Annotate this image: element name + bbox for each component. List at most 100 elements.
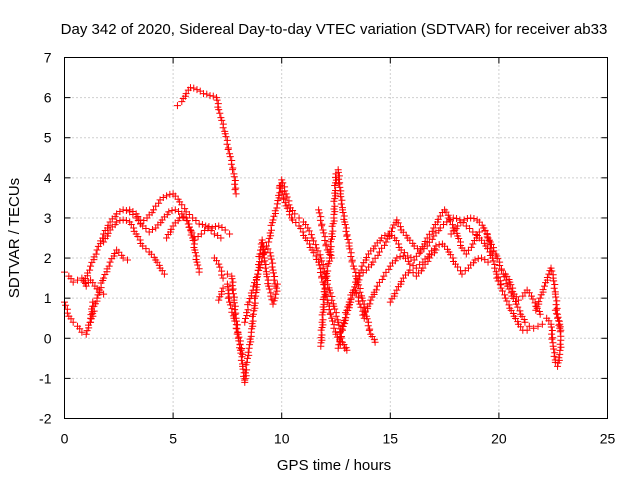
data-point [478,254,486,262]
data-point [356,288,364,296]
data-point [395,240,403,248]
data-point [353,289,361,297]
data-point [215,260,223,268]
data-point [320,300,328,308]
data-point [87,262,95,270]
data-point [530,324,538,332]
data-point [136,236,144,244]
x-tick-label: 15 [383,431,399,447]
data-point [100,238,108,246]
data-point [130,224,138,232]
y-tick-label: 3 [44,210,52,226]
data-point [312,244,320,252]
data-point [82,330,90,338]
data-point [273,200,281,208]
data-point [272,290,280,298]
data-point [378,244,386,252]
data-point [347,253,355,260]
data-point [100,274,108,282]
data-point [226,230,234,238]
data-point [425,230,433,238]
data-point [470,214,478,222]
data-point [396,223,404,231]
data-point [215,222,223,230]
data-point [553,297,561,305]
data-point [539,286,547,294]
data-point [367,296,375,304]
data-point [237,346,245,354]
data-point [264,245,272,253]
data-point [273,204,281,212]
data-point [378,275,386,283]
data-point [428,235,436,243]
data-point [316,269,324,277]
data-point [348,258,356,266]
data-point [365,326,373,334]
plot-frame [64,57,608,419]
data-point [363,315,371,323]
data-point [338,196,346,204]
data-point [195,220,203,228]
data-point [189,237,197,245]
data-point [249,282,257,290]
data-point [321,285,329,293]
data-point [200,90,208,98]
data-point [551,281,559,289]
data-point [380,272,388,280]
data-point [384,230,392,238]
data-point [254,270,262,278]
data-point [556,340,564,348]
data-point [213,96,221,104]
data-point [381,232,389,240]
data-point [215,106,223,114]
data-point [324,299,332,307]
y-tick-label: 1 [44,290,52,306]
data-point [178,201,186,209]
data-point [268,263,276,271]
data-point [306,240,314,248]
data-point [69,318,77,326]
data-point [163,234,171,242]
data-point [382,268,390,276]
data-point [337,193,345,201]
data-point [239,365,247,373]
data-point [375,278,383,286]
data-point [494,255,502,263]
data-point [245,298,253,306]
data-point [214,100,222,108]
data-point [318,257,326,265]
data-point [252,274,260,282]
data-point [206,92,214,100]
data-point [462,250,470,258]
data-point [218,116,226,124]
y-tick-label: 5 [44,130,52,146]
data-point [322,242,330,250]
data-point [327,243,335,251]
data-point [371,254,379,262]
data-point [504,282,512,290]
data-point [406,236,414,244]
data-point [536,294,544,302]
data-point [475,228,483,236]
data-point [400,249,408,257]
data-point [105,262,113,270]
data-point [428,227,436,235]
data-point [548,335,556,343]
data-point [344,236,352,244]
data-point [386,298,394,306]
data-point [527,292,535,300]
data-point [226,301,234,309]
data-point [491,264,499,272]
data-point [349,286,357,294]
data-point [497,284,505,292]
data-point [545,270,553,278]
data-point [87,318,95,326]
data-point [551,349,559,357]
data-point [354,297,362,305]
data-point [230,299,238,307]
data-point [222,133,230,141]
data-point [335,180,343,188]
data-point [423,234,431,242]
data-point [219,284,227,292]
